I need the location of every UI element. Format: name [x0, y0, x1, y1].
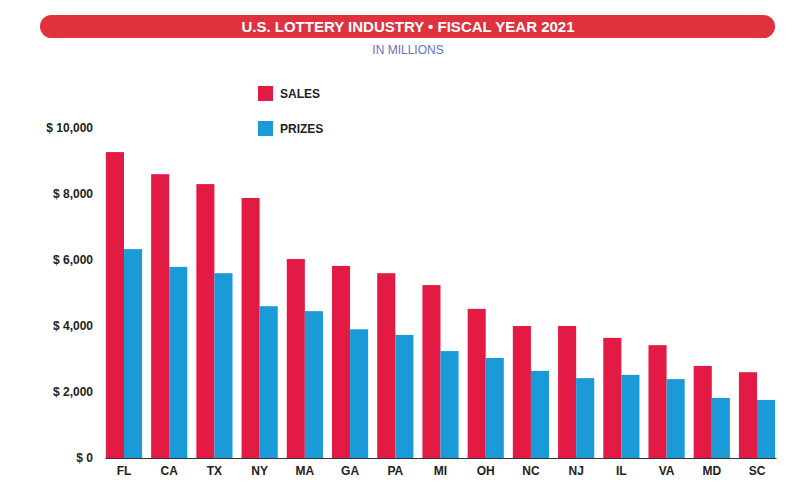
legend-item: SALES [258, 86, 320, 101]
bar [757, 400, 775, 458]
legend-item: PRIZES [258, 121, 323, 136]
legend: SALES PRIZES [258, 86, 323, 136]
bar [603, 338, 621, 458]
x-tick-label: NJ [568, 464, 583, 478]
x-tick: NY [251, 458, 268, 478]
x-tick: CA [161, 458, 179, 478]
x-tick: NJ [568, 458, 583, 478]
bar [422, 285, 440, 458]
x-tick: NC [522, 458, 540, 478]
x-tick: SC [749, 458, 766, 478]
bar [242, 198, 260, 458]
x-tick-label: OH [477, 464, 495, 478]
x-tick: MD [702, 458, 721, 478]
y-tick-label: $ 4,000 [53, 319, 93, 333]
y-tick: $ 4,000 [53, 319, 105, 333]
x-tick-label: NY [251, 464, 268, 478]
bar [576, 378, 594, 458]
x-tick: FL [117, 458, 132, 478]
legend-label: SALES [280, 87, 320, 101]
subtitle: IN MILLIONS [372, 43, 443, 57]
x-tick: TX [207, 458, 222, 478]
y-tick: $ 2,000 [53, 385, 105, 399]
x-tick: MA [296, 458, 315, 478]
y-tick: $ 10,000 [46, 121, 105, 135]
bar [667, 379, 685, 458]
x-tick-label: TX [207, 464, 222, 478]
bar [124, 249, 142, 458]
legend-swatch [258, 86, 273, 101]
bar [486, 358, 504, 458]
y-axis-line [105, 129, 106, 459]
bar [513, 326, 531, 458]
bars [106, 152, 775, 458]
title: U.S. LOTTERY INDUSTRY • FISCAL YEAR 2021 [241, 18, 574, 35]
bar [106, 152, 124, 458]
bar [169, 267, 187, 458]
series [106, 152, 757, 458]
bar [468, 309, 486, 458]
x-tick-label: PA [387, 464, 403, 478]
y-tick-label: $ 6,000 [53, 253, 93, 267]
x-tick-label: IL [616, 464, 627, 478]
x-tick-label: MD [702, 464, 721, 478]
bar [377, 273, 395, 458]
y-tick: $ 6,000 [53, 253, 105, 267]
bar [531, 371, 549, 458]
y-axis: $ 0 $ 2,000 $ 4,000 $ 6,000 $ 8,000 $ 10,000 [46, 121, 105, 465]
bar [395, 335, 413, 458]
legend-swatch [258, 121, 273, 136]
x-tick: VA [659, 458, 675, 478]
y-tick: $ 0 [76, 451, 105, 465]
bar [648, 345, 666, 458]
x-tick: PA [387, 458, 403, 478]
bar [151, 174, 169, 458]
x-tick-label: SC [749, 464, 766, 478]
x-tick-label: FL [117, 464, 132, 478]
bar [214, 273, 232, 458]
series [124, 249, 775, 458]
bar [260, 306, 278, 458]
bar [441, 351, 459, 458]
y-tick-label: $ 10,000 [46, 121, 93, 135]
x-axis-line [106, 458, 777, 459]
title-banner [40, 15, 775, 38]
x-axis: FL CA TX NY MA GA PA MI OH NC NJ IL VA MD SC [106, 458, 777, 478]
x-tick-label: VA [659, 464, 675, 478]
bar [350, 329, 368, 458]
y-tick-label: $ 2,000 [53, 385, 93, 399]
x-tick-label: CA [161, 464, 179, 478]
y-tick-label: $ 0 [76, 451, 93, 465]
bar [196, 184, 214, 458]
legend-label: PRIZES [280, 122, 323, 136]
bar [305, 311, 323, 458]
bar [558, 326, 576, 458]
x-tick-label: MI [434, 464, 447, 478]
y-tick: $ 8,000 [53, 187, 105, 201]
x-tick-label: NC [522, 464, 540, 478]
x-tick: IL [616, 458, 627, 478]
bar [287, 259, 305, 458]
bar [739, 372, 757, 458]
x-tick-label: MA [296, 464, 315, 478]
x-tick: OH [477, 458, 495, 478]
x-tick: GA [341, 458, 359, 478]
bar [332, 266, 350, 458]
y-tick-label: $ 8,000 [53, 187, 93, 201]
x-tick-label: GA [341, 464, 359, 478]
bar [694, 366, 712, 458]
bar [712, 398, 730, 458]
x-tick: MI [434, 458, 447, 478]
bar [621, 375, 639, 458]
